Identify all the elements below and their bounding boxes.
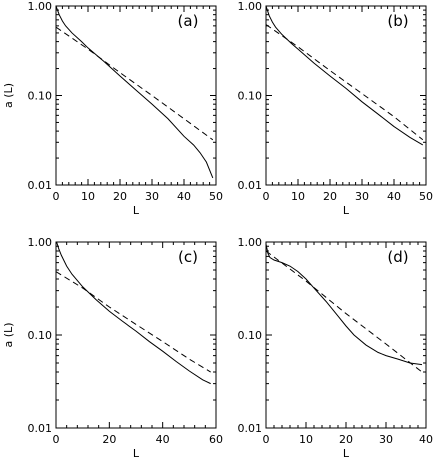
data-line-solid bbox=[266, 243, 423, 366]
x-tick-label: 30 bbox=[379, 433, 393, 446]
x-tick-label: 30 bbox=[145, 190, 159, 203]
plot-frame bbox=[265, 5, 427, 186]
x-tick-label: 60 bbox=[209, 433, 223, 446]
x-tick-label: 30 bbox=[355, 190, 369, 203]
y-tick-label: 0.01 bbox=[28, 179, 53, 192]
y-tick-label: 0.01 bbox=[238, 422, 263, 435]
plot-frame bbox=[55, 241, 217, 429]
y-axis-label: a (L) bbox=[2, 323, 15, 348]
x-tick-label: 20 bbox=[339, 433, 353, 446]
plot-frame bbox=[265, 241, 427, 429]
y-tick-label: 0.10 bbox=[238, 90, 263, 103]
y-axis-label: a (L) bbox=[2, 83, 15, 108]
x-tick-label: 0 bbox=[53, 433, 60, 446]
x-tick-label: 10 bbox=[291, 190, 305, 203]
y-tick-label: 0.10 bbox=[238, 329, 263, 342]
x-tick-label: 40 bbox=[177, 190, 191, 203]
x-tick-label: 0 bbox=[263, 433, 270, 446]
y-tick-label: 1.00 bbox=[28, 0, 53, 13]
x-tick-label: 50 bbox=[419, 190, 433, 203]
x-tick-label: 0 bbox=[53, 190, 60, 203]
x-tick-label: 40 bbox=[419, 433, 433, 446]
panel-label: (a) bbox=[178, 12, 199, 30]
panel-a: 0 10 20 30 40 50 0.01 0.10 1.00 La (L) (a) bbox=[2, 0, 223, 217]
fit-line-dashed bbox=[266, 250, 423, 373]
x-tick-label: 50 bbox=[209, 190, 223, 203]
x-tick-label: 40 bbox=[156, 433, 170, 446]
data-line-solid bbox=[56, 6, 214, 179]
y-tick-label: 0.10 bbox=[28, 90, 53, 103]
panel-c: 0 20 40 60 0.01 0.10 1.00 La (L) (c) bbox=[2, 236, 223, 460]
x-tick-label: 20 bbox=[113, 190, 127, 203]
y-tick-label: 1.00 bbox=[28, 236, 53, 249]
y-tick-label: 1.00 bbox=[238, 0, 263, 13]
x-tick-label: 0 bbox=[263, 190, 270, 203]
x-axis-label: L bbox=[343, 204, 350, 217]
panel-label: (c) bbox=[178, 248, 198, 266]
x-tick-label: 10 bbox=[299, 433, 313, 446]
fit-line-dashed bbox=[266, 24, 424, 141]
x-tick-label: 10 bbox=[81, 190, 95, 203]
fit-line-dashed bbox=[56, 26, 214, 141]
panel-d: 0 10 20 30 40 0.01 0.10 1.00 L (d) bbox=[238, 236, 434, 460]
x-tick-label: 20 bbox=[323, 190, 337, 203]
y-tick-label: 0.01 bbox=[28, 422, 53, 435]
y-tick-label: 0.10 bbox=[28, 329, 53, 342]
data-line-solid bbox=[266, 6, 424, 146]
x-axis-label: L bbox=[133, 204, 140, 217]
y-tick-label: 1.00 bbox=[238, 236, 263, 249]
panel-b: 0 10 20 30 40 50 0.01 0.10 1.00 L (b) bbox=[238, 0, 434, 217]
x-tick-label: 40 bbox=[387, 190, 401, 203]
y-tick-label: 0.01 bbox=[238, 179, 263, 192]
x-tick-label: 20 bbox=[102, 433, 116, 446]
plot-frame bbox=[55, 5, 217, 186]
panel-label: (b) bbox=[387, 12, 408, 30]
data-line-solid bbox=[56, 242, 211, 385]
x-axis-label: L bbox=[133, 447, 140, 460]
x-axis-label: L bbox=[343, 447, 350, 460]
panel-label: (d) bbox=[387, 248, 408, 266]
fit-line-dashed bbox=[56, 271, 211, 373]
